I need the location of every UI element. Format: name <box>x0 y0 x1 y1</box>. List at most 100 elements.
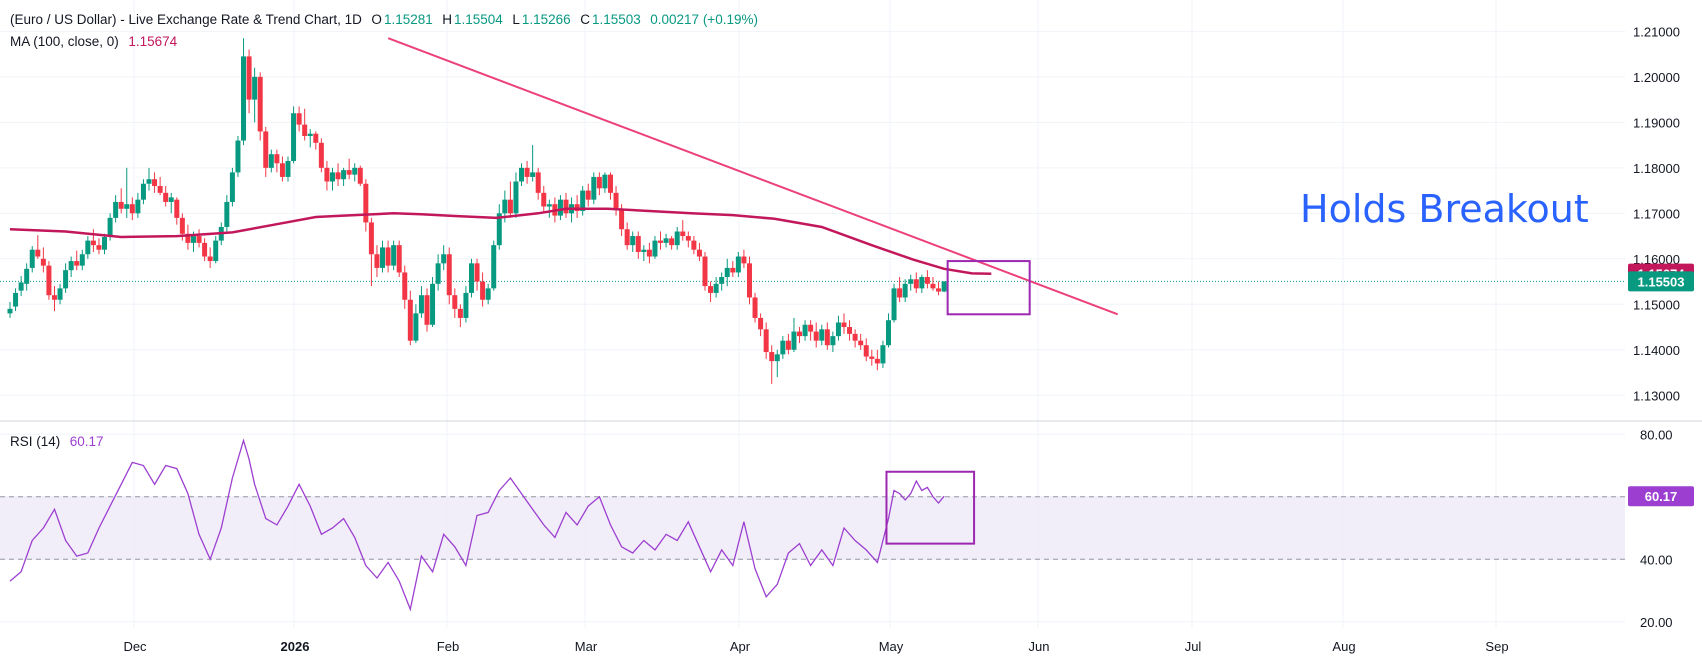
candle-body <box>730 267 736 273</box>
ma-value: 1.15674 <box>128 34 178 49</box>
candle-body <box>213 240 219 262</box>
candle-body <box>724 267 730 277</box>
holds-breakout-annotation[interactable]: Holds Breakout <box>1300 187 1589 231</box>
candle-body <box>941 281 947 292</box>
candle-body <box>224 201 230 227</box>
candle-body <box>841 322 847 328</box>
rsi-legend[interactable]: RSI (14) 60.17 <box>10 434 106 449</box>
candle-body <box>296 113 302 125</box>
candle-body <box>346 170 352 175</box>
candle-body <box>291 113 297 162</box>
rsi-tick-label: 20.00 <box>1640 615 1673 630</box>
time-tick-label: Dec <box>123 639 147 654</box>
rsi-highlight-box[interactable] <box>885 470 976 545</box>
ma-legend[interactable]: MA (100, close, 0) 1.15674 <box>10 34 179 49</box>
candle-body <box>880 345 886 364</box>
candle-body <box>74 261 80 266</box>
breakout-highlight-box[interactable] <box>946 260 1031 316</box>
candle-body <box>51 295 57 300</box>
candle-body <box>129 204 135 214</box>
candle-body <box>847 327 853 334</box>
candle-body <box>735 256 741 273</box>
candle-body <box>63 270 69 289</box>
candle-body <box>313 133 319 143</box>
rsi-overbought-oversold-band <box>0 496 1625 560</box>
candle-body <box>591 176 597 200</box>
price-tick-label: 1.18000 <box>1633 161 1680 176</box>
candle-body <box>374 254 380 268</box>
candle-body <box>190 236 196 243</box>
candle-body <box>385 247 391 266</box>
candle-body <box>380 247 386 268</box>
candle-body <box>418 295 424 314</box>
candle-body <box>930 283 936 289</box>
symbol-legend[interactable]: (Euro / US Dollar) - Live Exchange Rate … <box>10 12 760 27</box>
candle-body <box>663 238 669 243</box>
candle-body <box>85 240 91 255</box>
candle-body <box>813 331 819 341</box>
candle-body <box>936 288 942 292</box>
candle-body <box>908 279 914 284</box>
time-tick-label: Jun <box>1029 639 1050 654</box>
candle-body <box>168 197 174 202</box>
candle-body <box>680 231 686 237</box>
rsi-tick-label: 40.00 <box>1640 552 1673 567</box>
candle-body <box>7 308 13 314</box>
candle-body <box>797 331 803 337</box>
candle-body <box>702 256 708 287</box>
candle-body <box>24 268 30 284</box>
time-tick-label: Jul <box>1185 639 1202 654</box>
candle-body <box>685 236 691 241</box>
candle-body <box>852 333 858 341</box>
candle-body <box>607 174 613 193</box>
candle-body <box>869 356 875 359</box>
candle-body <box>196 236 202 243</box>
candle-body <box>13 292 19 307</box>
candle-body <box>463 292 469 318</box>
candle-body <box>40 258 46 266</box>
candle-body <box>413 313 419 341</box>
descending-trendline[interactable] <box>387 37 1119 316</box>
candle-body <box>430 283 436 325</box>
candle-body <box>808 324 814 332</box>
close-label: C <box>580 12 590 27</box>
candle-body <box>696 249 702 257</box>
candle-body <box>541 192 547 207</box>
price-axis[interactable]: 1.21000 1.20000 1.19000 1.18000 1.17000 1.160… <box>1633 24 1680 403</box>
candle-body <box>363 183 369 223</box>
candle-body <box>241 56 247 141</box>
candle-body <box>57 288 63 300</box>
candle-body <box>763 329 769 353</box>
time-tick-label: May <box>879 639 904 654</box>
close-value: 1.15503 <box>591 12 641 27</box>
candle-body <box>546 204 552 207</box>
candle-body <box>585 190 591 200</box>
candle-body <box>791 331 797 350</box>
candle-body <box>830 336 836 346</box>
candle-body <box>274 154 280 164</box>
high-label: H <box>442 12 453 27</box>
candle-body <box>624 229 630 246</box>
low-label: L <box>512 12 520 27</box>
candle-body <box>324 167 330 182</box>
candle-body <box>157 186 163 193</box>
candle-body <box>174 199 180 218</box>
candlestick-series <box>7 38 947 384</box>
candle-body <box>335 172 341 180</box>
ma-label: MA (100, close, 0) <box>10 34 119 49</box>
candle-body <box>185 233 191 243</box>
candle-body <box>68 261 74 271</box>
high-value: 1.15504 <box>454 12 503 27</box>
candle-body <box>229 172 235 202</box>
candle-body <box>780 340 786 355</box>
candle-body <box>352 167 358 175</box>
candle-body <box>691 240 697 250</box>
candle-body <box>613 192 619 209</box>
candle-body <box>357 167 363 184</box>
time-axis[interactable]: Dec 2026 Feb Mar Apr May Jun Jul Aug Sep <box>123 639 1508 654</box>
candle-body <box>519 167 525 182</box>
candle-body <box>318 142 324 168</box>
candle-body <box>268 154 274 168</box>
